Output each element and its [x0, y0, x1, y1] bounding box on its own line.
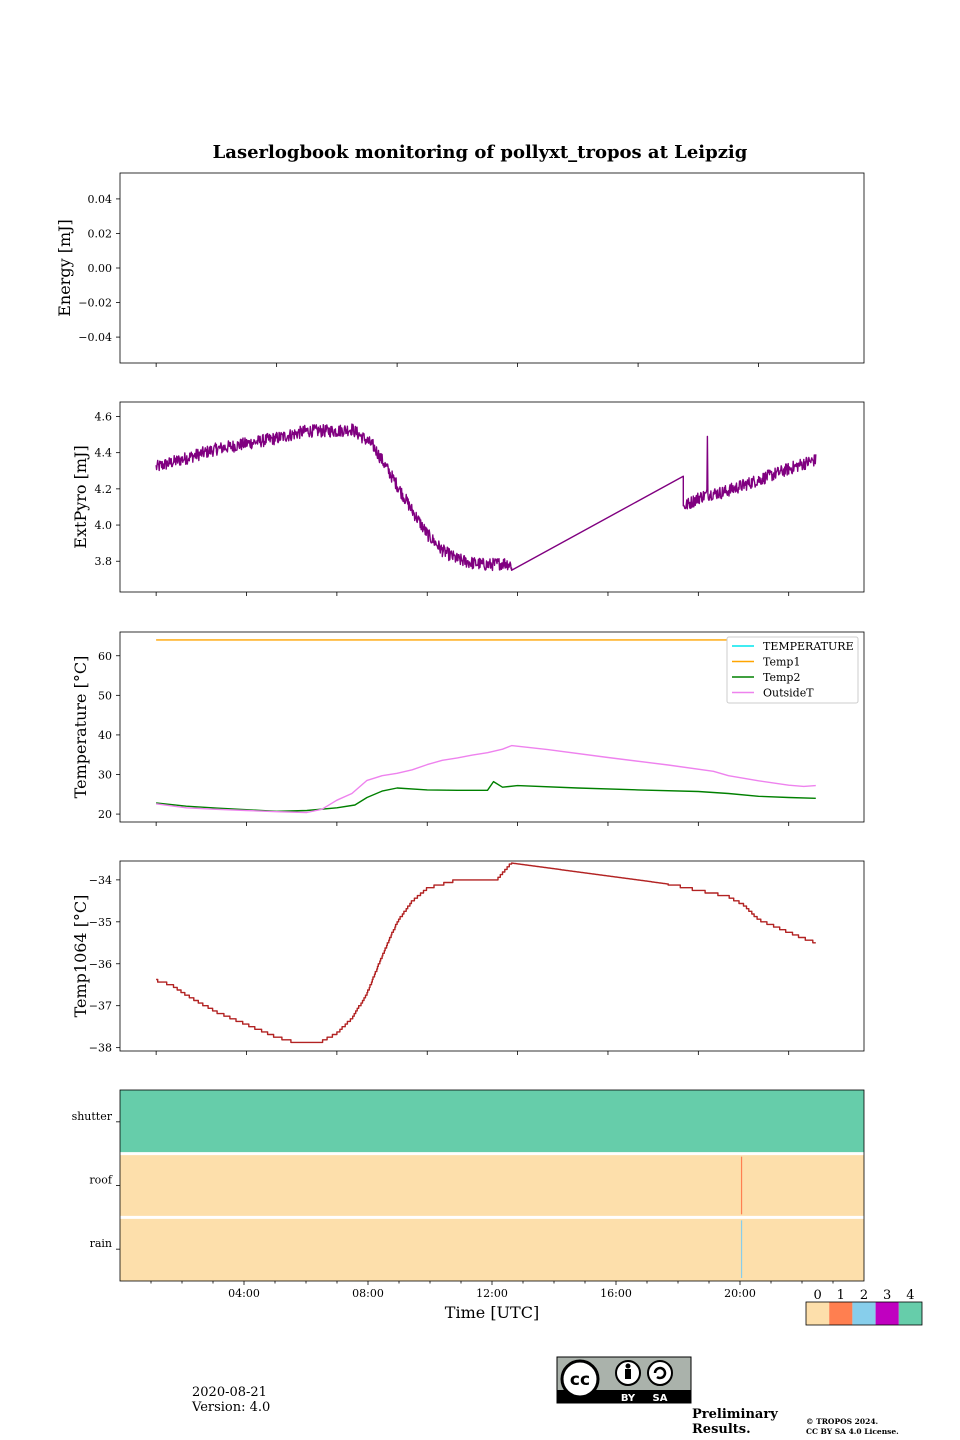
copyright-line1: © TROPOS 2024.	[806, 1417, 878, 1426]
x-tick-label: 12:00	[476, 1287, 508, 1300]
series-line-temp2	[156, 780, 816, 812]
preliminary-label: Preliminary	[692, 1407, 778, 1422]
temp1064-panel: −34 −35 −36 −37 −38 Temp1064 [°C]	[71, 860, 865, 1055]
y-tick-label: 4.4	[95, 447, 113, 460]
svg-text:cc: cc	[570, 1370, 590, 1390]
x-tick-label: 08:00	[352, 1287, 384, 1300]
y-tick-label: −37	[89, 1000, 112, 1013]
flag-event	[740, 1220, 743, 1278]
series-line-outsidet	[156, 744, 816, 814]
legend: TEMPERATURE Temp1 Temp2 OutsideT	[726, 636, 859, 704]
flag-row-label: roof	[89, 1174, 113, 1187]
y-axis-label: Temperature [°C]	[71, 656, 90, 799]
colorbar-label: 2	[860, 1288, 868, 1303]
y-tick-label: 50	[98, 689, 112, 702]
y-tick-label: −0.04	[78, 331, 112, 344]
x-axis-label: Time [UTC]	[445, 1303, 539, 1322]
flag-row-label: rain	[90, 1237, 112, 1250]
y-tick-label: 40	[98, 729, 112, 742]
cc-sa-label: SA	[653, 1393, 668, 1404]
temperature-panel: 60 50 40 30 20 Temperature [°C] TEMPERATURE Tem…	[71, 631, 865, 826]
y-tick-label: 0.04	[88, 193, 113, 206]
cc-by-sa-logo: cc BY SA	[556, 1356, 692, 1404]
flag-event	[740, 1156, 743, 1215]
cc-by-label: BY	[621, 1393, 636, 1404]
y-axis-label: Temp1064 [°C]	[71, 895, 90, 1018]
y-tick-label: −0.02	[78, 297, 112, 310]
y-tick-label: −38	[89, 1042, 112, 1055]
series-line-temp1064	[156, 862, 816, 1044]
chart-title: Laserlogbook monitoring of pollyxt_tropo…	[213, 142, 748, 163]
x-tick-label: 20:00	[724, 1287, 756, 1300]
sa-share-icon	[647, 1360, 673, 1386]
flag-row-roof	[120, 1153, 864, 1218]
y-axis-label: ExtPyro [mJ]	[71, 445, 90, 548]
axes-frame	[119, 631, 865, 823]
x-tick-label: 16:00	[600, 1287, 632, 1300]
axes-frame	[119, 172, 865, 364]
y-tick-label: 0.02	[88, 227, 113, 240]
y-tick-label: 30	[98, 769, 112, 782]
y-tick-label: 3.8	[95, 555, 113, 568]
colorbar-label: 1	[837, 1288, 845, 1303]
flag-row-rain	[120, 1217, 864, 1281]
colorbar-label: 4	[906, 1288, 914, 1303]
axes-frame	[119, 860, 865, 1052]
date-label: 2020-08-21	[192, 1385, 267, 1400]
colorbar-label: 3	[883, 1288, 891, 1303]
legend-label: TEMPERATURE	[763, 640, 854, 653]
colorbar-frame	[805, 1301, 923, 1326]
axes-frame	[119, 401, 865, 593]
y-tick-label: 20	[98, 808, 112, 821]
extpyro-panel: 4.6 4.4 4.2 4.0 3.8 ExtPyro [mJ]	[71, 401, 865, 596]
y-tick-label: 4.6	[95, 410, 113, 423]
y-tick-label: 4.0	[95, 519, 113, 532]
flag-row-shutter	[120, 1090, 864, 1154]
colorbar-swatch-1	[829, 1302, 853, 1325]
y-tick-label: −35	[89, 916, 112, 929]
colorbar-swatch-3	[875, 1302, 899, 1325]
preliminary-label-line2: Results.	[692, 1422, 751, 1437]
series-line-extpyro	[155, 423, 817, 572]
colorbar-label: 0	[813, 1288, 821, 1303]
energy-panel: 0.04 0.02 0.00 −0.02 −0.04 Energy [mJ]	[55, 172, 865, 367]
cc-icon	[560, 1359, 600, 1399]
x-tick-label: 04:00	[228, 1287, 260, 1300]
y-tick-label: 60	[98, 650, 112, 663]
y-tick-label: −36	[89, 958, 112, 971]
flags-panel: shutter roof rain 04:00 08:00 12:00 16:00 20:00…	[72, 1089, 865, 1322]
legend-label: Temp2	[763, 671, 800, 684]
y-tick-label: 4.2	[95, 483, 113, 496]
y-axis-label: Energy [mJ]	[55, 219, 74, 317]
legend-label: OutsideT	[763, 687, 814, 700]
flag-row-label: shutter	[72, 1110, 113, 1123]
legend-box	[726, 636, 859, 704]
y-tick-label: 0.00	[88, 262, 113, 275]
version-label: Version: 4.0	[191, 1400, 270, 1415]
colorbar-swatch-4	[898, 1302, 922, 1325]
y-tick-label: −34	[89, 874, 112, 887]
colorbar-swatch-2	[852, 1302, 876, 1325]
legend-label: Temp1	[763, 656, 800, 669]
colorbar-swatch-0	[806, 1302, 830, 1325]
copyright-line2: CC BY SA 4.0 License.	[806, 1427, 899, 1436]
